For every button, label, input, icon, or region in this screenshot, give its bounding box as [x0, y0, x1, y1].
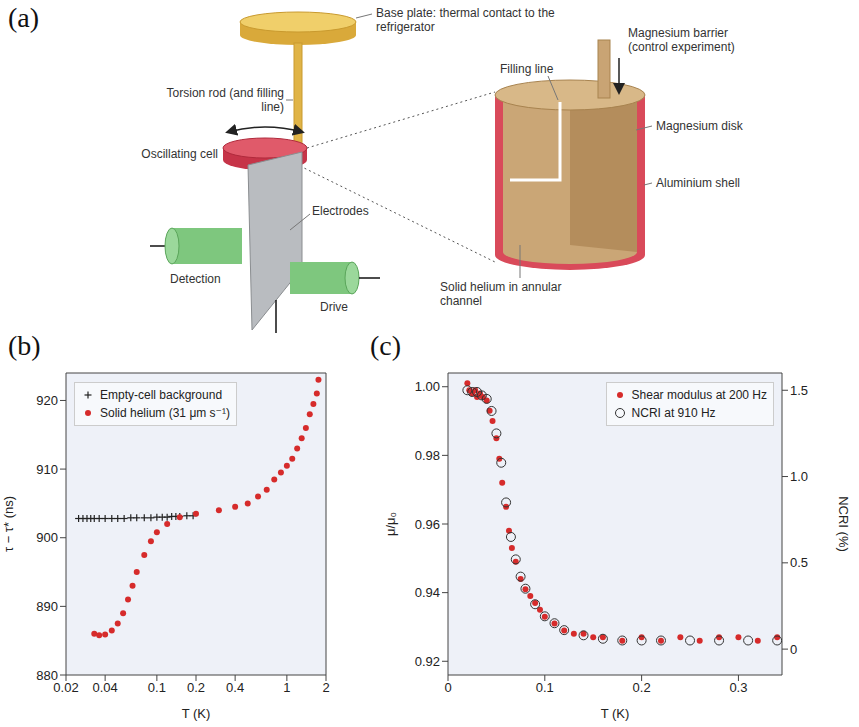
- svg-text:2: 2: [322, 680, 329, 695]
- html-text:Magnesium disk: Magnesium disk: [656, 119, 743, 133]
- svg-text:NCRI (%): NCRI (%): [836, 496, 851, 552]
- html-text:Drive: Drive: [320, 300, 348, 314]
- html-text:Empty-cell background: Empty-cell background: [100, 388, 223, 402]
- html-text:Base plate: thermal contact to: Base plate: thermal contact to the refri…: [376, 6, 555, 34]
- svg-text:0.98: 0.98: [415, 448, 440, 463]
- svg-text:0.2: 0.2: [187, 680, 205, 695]
- html-text:(c): (c): [370, 330, 402, 361]
- html-text:Detection: Detection: [170, 272, 221, 286]
- svg-text:τ − τ* (ns): τ − τ* (ns): [1, 496, 16, 552]
- svg-text:T (K): T (K): [182, 706, 211, 721]
- svg-text:μ/μ₀: μ/μ₀: [383, 512, 398, 536]
- html-text:Solid helium in annular channe: Solid helium in annular channel: [440, 280, 562, 308]
- svg-text:0.1: 0.1: [148, 680, 166, 695]
- svg-text:890: 890: [36, 599, 58, 614]
- html-text:Magnesium barrier (control exp: Magnesium barrier (control experiment): [628, 26, 735, 54]
- html-text:Torsion rod (and filling line): Torsion rod (and filling line): [166, 86, 284, 114]
- html-text:NCRI at 910 Hz: NCRI at 910 Hz: [631, 406, 716, 420]
- svg-text:0.4: 0.4: [226, 680, 244, 695]
- svg-text:0.5: 0.5: [790, 555, 808, 570]
- svg-text:T (K): T (K): [601, 706, 630, 721]
- svg-text:0: 0: [790, 642, 797, 657]
- html-text:Aluminium shell: Aluminium shell: [656, 176, 740, 190]
- html-text:Solid helium (31 μm s⁻¹): Solid helium (31 μm s⁻¹): [100, 406, 230, 420]
- svg-text:1: 1: [283, 680, 290, 695]
- svg-text:1.5: 1.5: [790, 383, 808, 398]
- svg-text:910: 910: [36, 462, 58, 477]
- svg-text:0.94: 0.94: [415, 585, 440, 600]
- svg-text:1.0: 1.0: [790, 469, 808, 484]
- svg-text:920: 920: [36, 393, 58, 408]
- svg-text:0.3: 0.3: [729, 680, 747, 695]
- svg-text:0.96: 0.96: [415, 517, 440, 532]
- svg-text:0.92: 0.92: [415, 654, 440, 669]
- html-text:Oscillating cell: Oscillating cell: [141, 147, 218, 161]
- html-text:Shear modulus at 200 Hz: Shear modulus at 200 Hz: [631, 388, 767, 402]
- svg-text:0.04: 0.04: [92, 680, 117, 695]
- html-text:(b): (b): [8, 330, 41, 361]
- html-text:Electrodes: Electrodes: [312, 204, 369, 218]
- svg-text:0.1: 0.1: [536, 680, 554, 695]
- svg-text:900: 900: [36, 530, 58, 545]
- svg-text:0: 0: [444, 680, 451, 695]
- svg-text:880: 880: [36, 668, 58, 683]
- html-text:Filling line: Filling line: [500, 62, 554, 76]
- svg-text:0.2: 0.2: [633, 680, 651, 695]
- html-text:(a): (a): [8, 2, 40, 33]
- svg-text:0.02: 0.02: [53, 680, 79, 696]
- svg-text:1.00: 1.00: [415, 379, 440, 394]
